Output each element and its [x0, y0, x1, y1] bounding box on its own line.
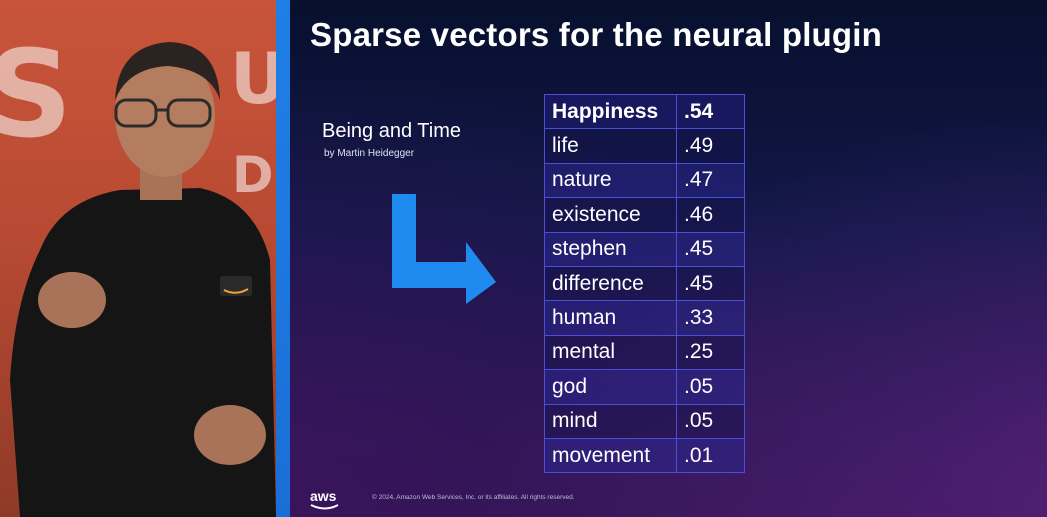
weight-cell: .25	[676, 334, 745, 371]
table-row: stephen .45	[544, 231, 745, 267]
table-row: nature .47	[544, 162, 745, 199]
aws-logo: aws	[310, 488, 337, 504]
backdrop-letter: U	[230, 38, 276, 120]
sparse-vector-table: Happiness .54 life .49 nature .47 existence .46…	[544, 93, 745, 474]
term-cell: Happiness	[544, 93, 677, 130]
weight-cell: .05	[676, 369, 745, 405]
weight-cell: .45	[676, 265, 745, 302]
term-cell: mind	[544, 403, 677, 439]
presentation-slide: Sparse vectors for the neural plugin Bei…	[290, 0, 1047, 517]
term-cell: god	[544, 369, 677, 405]
table-row: life .49	[544, 128, 745, 164]
speaker-silhouette	[10, 42, 276, 517]
backdrop-letter: D	[232, 146, 274, 204]
book-author: by Martin Heidegger	[324, 148, 415, 159]
weight-cell: .46	[676, 197, 745, 233]
term-cell: nature	[544, 162, 677, 199]
table-row: Happiness .54	[544, 93, 745, 130]
table-row: existence .46	[544, 197, 745, 233]
weight-cell: .45	[676, 231, 745, 267]
accent-divider-bar	[276, 0, 290, 517]
backdrop-letter: S	[0, 26, 73, 165]
table-row: mental .25	[544, 334, 745, 371]
table-row: human .33	[544, 300, 745, 336]
term-cell: life	[544, 128, 677, 164]
copyright-notice: © 2024, Amazon Web Services, Inc. or its…	[372, 494, 575, 501]
term-cell: movement	[544, 437, 677, 474]
weight-cell: .49	[676, 128, 745, 164]
term-cell: difference	[544, 265, 677, 302]
slide-title: Sparse vectors for the neural plugin	[310, 16, 883, 53]
weight-cell: .01	[676, 437, 745, 474]
table-row: mind .05	[544, 403, 745, 439]
book-title: Being and Time	[322, 120, 461, 142]
weight-cell: .54	[676, 93, 745, 130]
table-row: movement .01	[544, 437, 745, 474]
term-cell: human	[544, 300, 677, 336]
aws-smile-icon	[310, 504, 339, 510]
term-cell: mental	[544, 334, 677, 371]
table-row: difference .45	[544, 265, 745, 302]
corner-down-right-arrow-icon	[392, 194, 496, 304]
table-row: god .05	[544, 369, 745, 405]
weight-cell: .47	[676, 162, 745, 199]
weight-cell: .05	[676, 403, 745, 439]
term-cell: existence	[544, 197, 677, 233]
weight-cell: .33	[676, 300, 745, 336]
term-cell: stephen	[544, 231, 677, 267]
speaker-video: S U D	[0, 0, 276, 517]
